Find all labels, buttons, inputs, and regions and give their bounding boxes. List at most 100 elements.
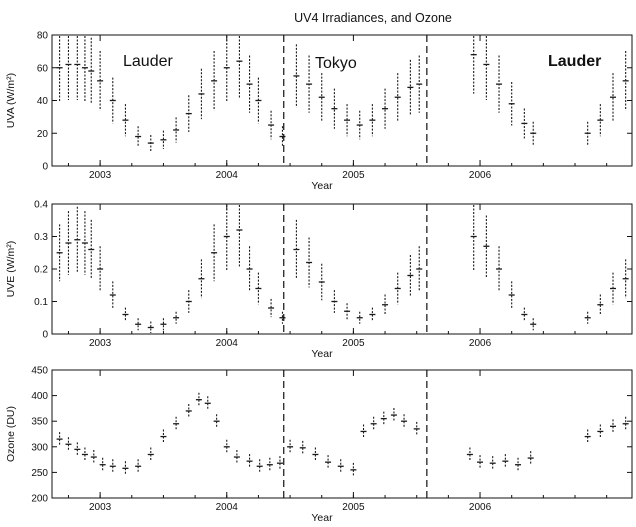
data-point xyxy=(223,36,230,103)
x-tick-label: 2004 xyxy=(216,170,239,181)
data-point xyxy=(382,88,389,129)
data-point xyxy=(496,246,503,292)
data-point xyxy=(99,457,106,472)
data-point xyxy=(394,73,401,122)
data-point xyxy=(477,455,484,470)
y-tick-label: 0 xyxy=(42,162,48,173)
x-tick-label: 2005 xyxy=(342,338,365,349)
data-point xyxy=(173,416,180,431)
data-point xyxy=(279,126,286,147)
data-point xyxy=(246,246,253,292)
data-point xyxy=(160,429,167,444)
data-point xyxy=(356,311,363,324)
data-point xyxy=(502,454,509,469)
y-tick-label: 350 xyxy=(31,417,48,428)
data-point xyxy=(312,447,319,462)
data-point xyxy=(204,396,211,411)
plot-frame xyxy=(51,203,633,335)
data-point xyxy=(56,432,63,447)
data-point xyxy=(109,77,116,124)
data-point xyxy=(173,117,180,143)
data-point xyxy=(223,439,230,454)
data-point xyxy=(407,255,414,296)
data-point xyxy=(246,55,253,113)
data-point xyxy=(213,414,220,429)
data-point xyxy=(622,51,629,111)
data-point xyxy=(74,36,81,101)
data-point xyxy=(122,461,129,476)
ozone-panel: 200 250 300 350 400 450 2003 2004 2005 2006 Year Oz… xyxy=(5,366,633,524)
x-tick-label: 2004 xyxy=(216,502,239,513)
x-tick-label: 2005 xyxy=(342,170,365,181)
data-point xyxy=(81,36,88,103)
y-tick-label: 400 xyxy=(31,391,48,402)
y-tick-label: 0.4 xyxy=(34,200,48,211)
data-point xyxy=(268,110,275,140)
data-point xyxy=(266,457,273,472)
data-point xyxy=(236,36,243,98)
data-point xyxy=(369,104,376,137)
data-point xyxy=(470,36,477,94)
x-axis-label: Year xyxy=(311,512,333,524)
data-point xyxy=(584,121,591,145)
data-point xyxy=(483,36,490,101)
data-point xyxy=(610,73,617,122)
data-point xyxy=(88,219,95,280)
data-point xyxy=(236,205,243,267)
data-point xyxy=(521,307,528,322)
data-point xyxy=(318,263,325,301)
data-point xyxy=(279,311,286,324)
y-tick-label: 300 xyxy=(31,442,48,453)
data-point xyxy=(360,424,367,439)
data-point xyxy=(255,272,262,305)
y-tick-label: 0.2 xyxy=(34,265,48,276)
data-point xyxy=(195,392,202,407)
data-point xyxy=(65,36,72,101)
data-point xyxy=(246,454,253,469)
data-point xyxy=(56,224,63,282)
data-point xyxy=(211,51,218,111)
x-tick-label: 2003 xyxy=(89,338,112,349)
data-point xyxy=(306,237,313,288)
data-point xyxy=(584,311,591,324)
data-point xyxy=(293,44,300,108)
data-point xyxy=(416,55,423,113)
data-point xyxy=(147,447,154,462)
data-point xyxy=(293,219,300,280)
y-tick-label: 0.1 xyxy=(34,297,48,308)
data-point xyxy=(276,456,283,471)
y-tick-label: 250 xyxy=(31,468,48,479)
data-point xyxy=(380,411,387,426)
y-axis-label: UVA (W/m²) xyxy=(5,73,17,128)
data-point xyxy=(185,290,192,313)
y-tick-label: 0.3 xyxy=(34,232,48,243)
data-point xyxy=(97,51,104,111)
data-point xyxy=(56,36,63,103)
data-point xyxy=(370,416,377,431)
data-point xyxy=(109,281,116,309)
data-point xyxy=(344,104,351,137)
data-point xyxy=(470,205,477,271)
uve-panel: 0 0.1 0.2 0.3 0.4 2003 2004 2005 2006 Year UVE (W/… xyxy=(5,200,633,360)
data-point xyxy=(299,440,306,455)
data-point xyxy=(81,447,88,462)
data-point xyxy=(584,429,591,444)
data-point xyxy=(530,318,537,331)
data-point xyxy=(508,281,515,309)
data-point xyxy=(331,88,338,129)
data-point xyxy=(515,457,522,472)
data-point xyxy=(135,459,142,474)
data-point xyxy=(135,318,142,331)
x-tick-label: 2006 xyxy=(469,170,492,181)
data-point xyxy=(496,55,503,113)
data-point xyxy=(521,108,528,139)
uva-panel: 0 20 40 60 80 2003 2004 2005 2006 Year UVA (W/m²) xyxy=(5,31,633,192)
data-point xyxy=(356,110,363,140)
data-point xyxy=(622,259,629,299)
data-point xyxy=(413,421,420,436)
data-point xyxy=(489,456,496,471)
data-point xyxy=(530,121,537,145)
data-point xyxy=(268,298,275,318)
data-point xyxy=(74,442,81,457)
